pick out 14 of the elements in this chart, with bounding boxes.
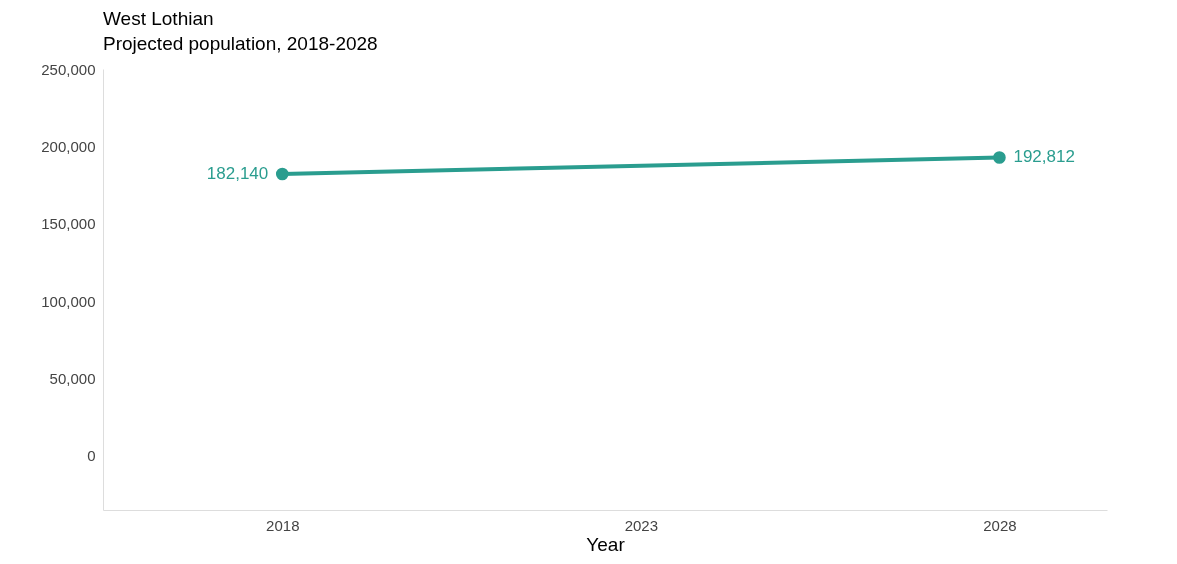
y-tick-label: 200,000 [41, 137, 96, 155]
chart-subtitle: Projected population, 2018-2028 [103, 33, 378, 54]
x-tick-label: 2028 [983, 516, 1017, 534]
y-tick-label: 100,000 [41, 292, 96, 310]
y-tick-label: 50,000 [49, 369, 96, 387]
y-tick-label: 150,000 [41, 215, 96, 233]
x-tick-label: 2018 [266, 516, 300, 534]
data-label: 192,812 [1013, 147, 1075, 167]
x-axis-title: Year [586, 533, 626, 555]
data-label: 182,140 [206, 164, 269, 183]
x-tick-label: 2023 [624, 516, 659, 534]
y-tick-label: 0 [87, 447, 96, 465]
y-tick-label: 250,000 [41, 60, 96, 78]
chart-title: West Lothian [103, 8, 214, 29]
